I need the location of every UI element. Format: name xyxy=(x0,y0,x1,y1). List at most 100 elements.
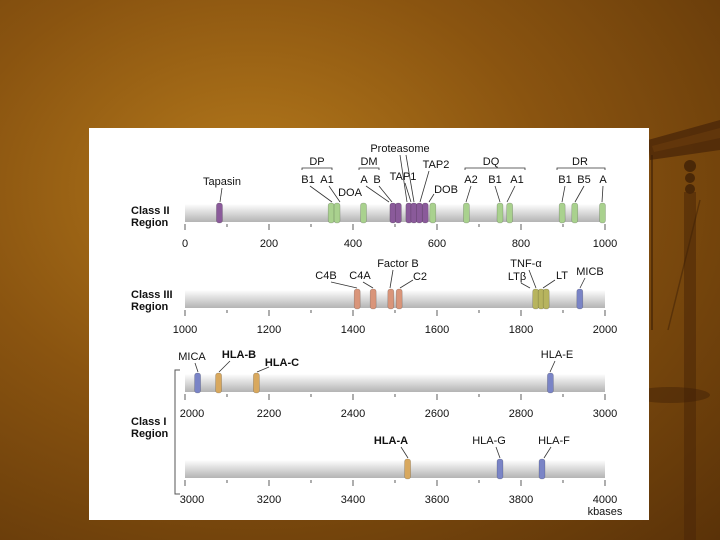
dq-a2-label: A2 xyxy=(464,174,477,186)
gene-band xyxy=(576,288,584,310)
micb-label: MICB xyxy=(576,266,604,278)
lt-label: LT xyxy=(556,270,568,282)
gene-band xyxy=(416,202,423,224)
tick-label: 0 xyxy=(182,238,188,250)
tick-label: 1800 xyxy=(509,324,533,336)
c4b-label: C4B xyxy=(315,270,336,282)
hla-b-label: HLA-B xyxy=(222,349,256,361)
dm-label: DM xyxy=(360,156,377,168)
gene-band xyxy=(421,202,429,224)
mica-label: MICA xyxy=(178,351,206,363)
hla-c-label: HLA-C xyxy=(265,357,299,369)
class-i-label-line1: Class I xyxy=(131,416,166,428)
gene-band xyxy=(496,458,504,480)
factor-b-label: Factor B xyxy=(377,258,419,270)
gene-band xyxy=(538,458,546,480)
gene-band xyxy=(506,202,513,224)
gene-band xyxy=(558,202,566,224)
tick-label: 400 xyxy=(344,238,362,250)
tick-label: 3800 xyxy=(509,494,533,506)
class-i-bar-upper xyxy=(185,374,605,392)
gene-band xyxy=(395,202,402,224)
dp-label: DP xyxy=(309,156,324,168)
tap1-label: TAP1 xyxy=(390,171,417,183)
class-i-label-line2: Region xyxy=(131,428,169,440)
tick-label: 200 xyxy=(260,238,278,250)
tick-label: 2800 xyxy=(509,408,533,420)
class-iii-label-line1: Class III xyxy=(131,289,173,301)
dr-a-label: A xyxy=(599,174,607,186)
gene-band xyxy=(215,372,222,394)
tick-label: 3000 xyxy=(593,408,617,420)
dr-b5-label: B5 xyxy=(577,174,590,186)
gene-band xyxy=(369,288,377,310)
hla-gene-map-figure: Class II Region Class III Region Class I… xyxy=(89,128,649,520)
class-i-bracket xyxy=(174,369,180,495)
tick-label: 1000 xyxy=(173,324,197,336)
gene-band xyxy=(532,288,540,310)
tap2-label: TAP2 xyxy=(423,159,450,171)
tick-label: 3400 xyxy=(341,494,365,506)
gene-band xyxy=(599,202,606,224)
class-ii-label-line2: Region xyxy=(131,217,169,229)
gene-band xyxy=(429,202,437,224)
dob-label: DOB xyxy=(434,184,458,196)
tick-label: 1000 xyxy=(593,238,617,250)
gene-band xyxy=(410,202,418,224)
gene-band xyxy=(216,202,223,224)
gene-band xyxy=(194,372,201,394)
gene-band xyxy=(387,288,395,310)
tick-label: 2000 xyxy=(180,408,204,420)
gene-band xyxy=(360,202,367,224)
class-ii-annotations: Tapasin DP B1 A1 DOA DM A B Proteasome T… xyxy=(203,143,607,203)
gene-band xyxy=(333,202,341,224)
axis-row-2: 1000 1200 1400 1600 1800 2000 xyxy=(173,324,617,336)
dq-label: DQ xyxy=(483,156,500,168)
dp-b1-label: B1 xyxy=(301,174,314,186)
dp-a1-label: A1 xyxy=(320,174,333,186)
hla-a-label: HLA-A xyxy=(374,435,408,447)
tick-label: 1400 xyxy=(341,324,365,336)
tick-label: 3600 xyxy=(425,494,449,506)
gene-band xyxy=(404,458,411,480)
tick-label: 2200 xyxy=(257,408,281,420)
lt-beta-label: LTβ xyxy=(508,271,526,283)
class-iii-label-line2: Region xyxy=(131,301,169,313)
tick-label: 3000 xyxy=(180,494,204,506)
axis-row-1: 0 200 400 600 800 1000 xyxy=(182,238,617,250)
tick-label: 2600 xyxy=(425,408,449,420)
dm-b-label: B xyxy=(373,174,380,186)
gene-band xyxy=(496,202,504,224)
doa-label: DOA xyxy=(338,187,363,199)
gene-band xyxy=(327,202,335,224)
c4a-label: C4A xyxy=(349,270,371,282)
class-i-annotations: MICA HLA-B HLA-C HLA-E HLA-A HLA-G HLA-F xyxy=(178,349,573,459)
hla-e-label: HLA-E xyxy=(541,349,573,361)
tick-label: 4000 xyxy=(593,494,617,506)
hla-f-label: HLA-F xyxy=(538,435,570,447)
gene-band xyxy=(571,202,579,224)
kbases-label: kbases xyxy=(588,506,623,518)
c2-label: C2 xyxy=(413,271,427,283)
tick-label: 1600 xyxy=(425,324,449,336)
dq-a1-label: A1 xyxy=(510,174,523,186)
dq-b1-label: B1 xyxy=(488,174,501,186)
gene-band xyxy=(542,288,550,310)
gene-band xyxy=(253,372,260,394)
tnf-alpha-label: TNF-α xyxy=(510,258,542,270)
hla-gene-map: Class II Region Class III Region Class I… xyxy=(131,143,623,518)
tick-label: 600 xyxy=(428,238,446,250)
tick-label: 2000 xyxy=(593,324,617,336)
gene-bands xyxy=(194,202,606,480)
gene-band xyxy=(547,372,554,394)
tick-label: 1200 xyxy=(257,324,281,336)
class-ii-label-line1: Class II xyxy=(131,205,170,217)
tick-label: 2400 xyxy=(341,408,365,420)
tapasin-label: Tapasin xyxy=(203,176,241,188)
gene-band xyxy=(389,202,397,224)
class-iii-annotations: C4B C4A Factor B C2 TNF-α LTβ LT MICB xyxy=(315,258,604,289)
dr-b1-label: B1 xyxy=(558,174,571,186)
axis-row-3: 2000 2200 2400 2600 2800 3000 xyxy=(180,408,617,420)
axes: 0 200 400 600 800 1000 1000 1200 1400 16… xyxy=(173,224,623,518)
